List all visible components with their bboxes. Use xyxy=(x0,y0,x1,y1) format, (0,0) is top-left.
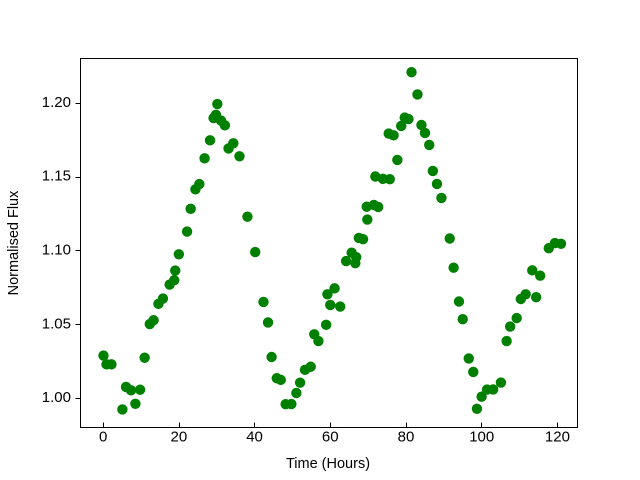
svg-text:Time (Hours): Time (Hours) xyxy=(286,456,370,472)
svg-text:60: 60 xyxy=(322,429,339,446)
svg-text:80: 80 xyxy=(398,429,415,446)
svg-text:Normalised Flux: Normalised Flux xyxy=(6,190,22,295)
svg-text:0: 0 xyxy=(99,429,107,446)
svg-text:100: 100 xyxy=(469,429,494,446)
svg-text:1.15: 1.15 xyxy=(42,168,71,185)
svg-text:40: 40 xyxy=(246,429,263,446)
svg-text:20: 20 xyxy=(170,429,187,446)
svg-text:120: 120 xyxy=(545,429,570,446)
svg-text:1.05: 1.05 xyxy=(42,315,71,332)
svg-text:1.10: 1.10 xyxy=(42,242,71,259)
svg-text:1.00: 1.00 xyxy=(42,389,71,406)
svg-text:1.20: 1.20 xyxy=(42,94,71,111)
